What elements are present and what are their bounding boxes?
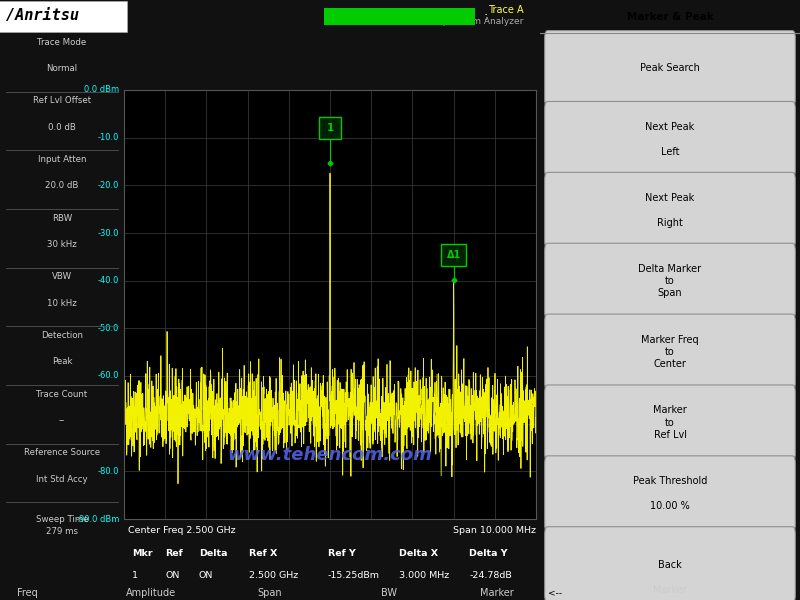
Text: Mkr: Mkr <box>132 548 153 558</box>
Text: Sweep Time
279 ms: Sweep Time 279 ms <box>36 515 88 536</box>
Text: -60.0: -60.0 <box>98 371 119 380</box>
FancyBboxPatch shape <box>545 243 795 319</box>
Text: -24.78dB: -24.78dB <box>470 571 512 580</box>
Text: RBW: RBW <box>52 214 72 223</box>
Text: Δ1: Δ1 <box>446 250 461 260</box>
Text: www.tehencom.com: www.tehencom.com <box>227 446 433 464</box>
Text: 20.0 dB: 20.0 dB <box>46 181 78 190</box>
Bar <box>324 8 475 25</box>
Text: Marker & Peak: Marker & Peak <box>626 11 714 22</box>
Text: <--: <-- <box>548 588 562 597</box>
Text: 0.0 dBm: 0.0 dBm <box>84 85 119 94</box>
Text: Ref: Ref <box>166 548 183 558</box>
Text: Marker Freq
to
Center: Marker Freq to Center <box>641 335 699 370</box>
Text: Normal: Normal <box>46 64 78 73</box>
Text: Trace Mode: Trace Mode <box>38 38 86 47</box>
Text: 30 kHz: 30 kHz <box>47 240 77 249</box>
Text: BW: BW <box>381 589 397 598</box>
FancyBboxPatch shape <box>545 314 795 390</box>
Text: Peak Search: Peak Search <box>640 64 700 73</box>
Text: Ref X: Ref X <box>249 548 277 558</box>
Text: Ref Y: Ref Y <box>328 548 355 558</box>
Text: Trace A: Trace A <box>488 5 524 15</box>
Text: :: : <box>483 10 487 23</box>
Text: -10.0: -10.0 <box>98 133 119 142</box>
Text: -15.25dBm: -15.25dBm <box>328 571 380 580</box>
FancyBboxPatch shape <box>442 244 466 266</box>
Text: VBW: VBW <box>52 272 72 281</box>
Text: Back: Back <box>658 560 682 569</box>
Text: ON: ON <box>166 571 180 580</box>
Text: Delta Y: Delta Y <box>470 548 508 558</box>
Text: Int Std Accy: Int Std Accy <box>36 475 88 484</box>
Text: Center Freq 2.500 GHz: Center Freq 2.500 GHz <box>128 526 236 535</box>
Text: -80.0: -80.0 <box>98 467 119 476</box>
Text: Reference Source: Reference Source <box>24 448 100 457</box>
Text: Marker: Marker <box>480 589 514 598</box>
Text: -20.0: -20.0 <box>98 181 119 190</box>
FancyBboxPatch shape <box>545 456 795 532</box>
Text: Delta: Delta <box>199 548 227 558</box>
FancyBboxPatch shape <box>0 1 127 32</box>
Text: Marker: Marker <box>653 585 687 595</box>
Text: -50.0: -50.0 <box>98 324 119 333</box>
Text: 10 kHz: 10 kHz <box>47 299 77 308</box>
Text: Peak Threshold

10.00 %: Peak Threshold 10.00 % <box>633 476 707 511</box>
Text: 3.000 MHz: 3.000 MHz <box>398 571 449 580</box>
Text: Input Atten: Input Atten <box>38 155 86 164</box>
Text: Delta X: Delta X <box>398 548 438 558</box>
FancyBboxPatch shape <box>319 117 341 139</box>
Text: Trace Count: Trace Count <box>36 389 88 398</box>
Text: Detection: Detection <box>41 331 83 340</box>
Text: -40.0: -40.0 <box>98 276 119 285</box>
FancyBboxPatch shape <box>545 31 795 106</box>
Text: -30.0: -30.0 <box>98 229 119 238</box>
Text: 1: 1 <box>326 124 334 133</box>
FancyBboxPatch shape <box>545 527 795 600</box>
Text: ON: ON <box>199 571 214 580</box>
Text: Amplitude: Amplitude <box>126 589 176 598</box>
Text: Ref Lvl Offset: Ref Lvl Offset <box>33 96 91 105</box>
Text: Freq: Freq <box>17 589 38 598</box>
Text: 1: 1 <box>132 571 138 580</box>
FancyBboxPatch shape <box>545 385 795 461</box>
Text: Peak: Peak <box>52 358 72 367</box>
FancyBboxPatch shape <box>545 101 795 177</box>
Text: Spectrum Analyzer: Spectrum Analyzer <box>438 17 524 26</box>
Text: Span: Span <box>258 589 282 598</box>
Text: Next Peak

Right: Next Peak Right <box>646 193 694 227</box>
Text: 0.0 dB: 0.0 dB <box>48 122 76 131</box>
Text: 2.500 GHz: 2.500 GHz <box>249 571 298 580</box>
Text: --: -- <box>59 416 65 425</box>
Text: Next Peak

Left: Next Peak Left <box>646 122 694 157</box>
Text: /Anritsu: /Anritsu <box>6 8 79 23</box>
Text: Span 10.000 MHz: Span 10.000 MHz <box>453 526 536 535</box>
Text: Delta Marker
to
Span: Delta Marker to Span <box>638 263 702 298</box>
FancyBboxPatch shape <box>545 172 795 248</box>
Text: Marker
to
Ref Lvl: Marker to Ref Lvl <box>653 406 687 440</box>
Text: -90.0 dBm: -90.0 dBm <box>76 514 119 523</box>
